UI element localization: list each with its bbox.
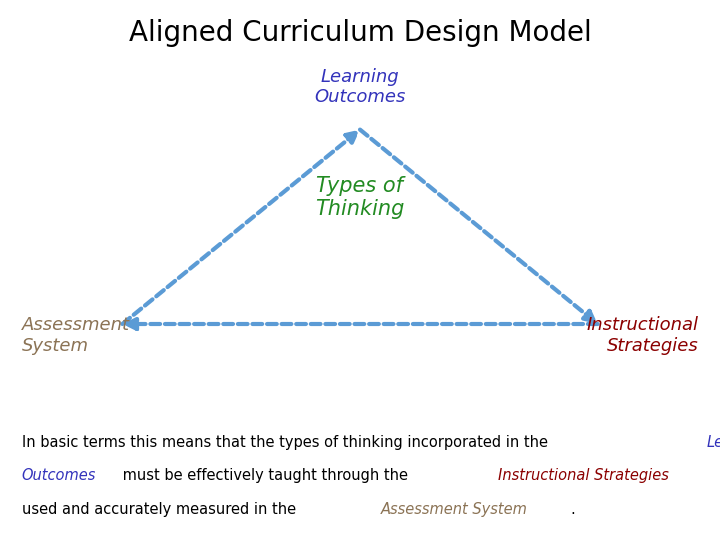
Text: Instructional Strategies: Instructional Strategies: [498, 468, 669, 483]
Text: Outcomes: Outcomes: [22, 468, 96, 483]
Text: Assessment System: Assessment System: [382, 502, 528, 517]
Text: must be effectively taught through the: must be effectively taught through the: [117, 468, 412, 483]
Text: Instructional
Strategies: Instructional Strategies: [586, 316, 698, 355]
Text: .: .: [571, 502, 575, 517]
Text: Assessment
System: Assessment System: [22, 316, 130, 355]
Text: Types of
Thinking: Types of Thinking: [315, 176, 405, 219]
Text: Learning: Learning: [706, 435, 720, 450]
Text: used and accurately measured in the: used and accurately measured in the: [22, 502, 300, 517]
Text: Learning
Outcomes: Learning Outcomes: [315, 68, 405, 106]
Text: In basic terms this means that the types of thinking incorporated in the: In basic terms this means that the types…: [22, 435, 552, 450]
Text: Aligned Curriculum Design Model: Aligned Curriculum Design Model: [129, 19, 591, 47]
